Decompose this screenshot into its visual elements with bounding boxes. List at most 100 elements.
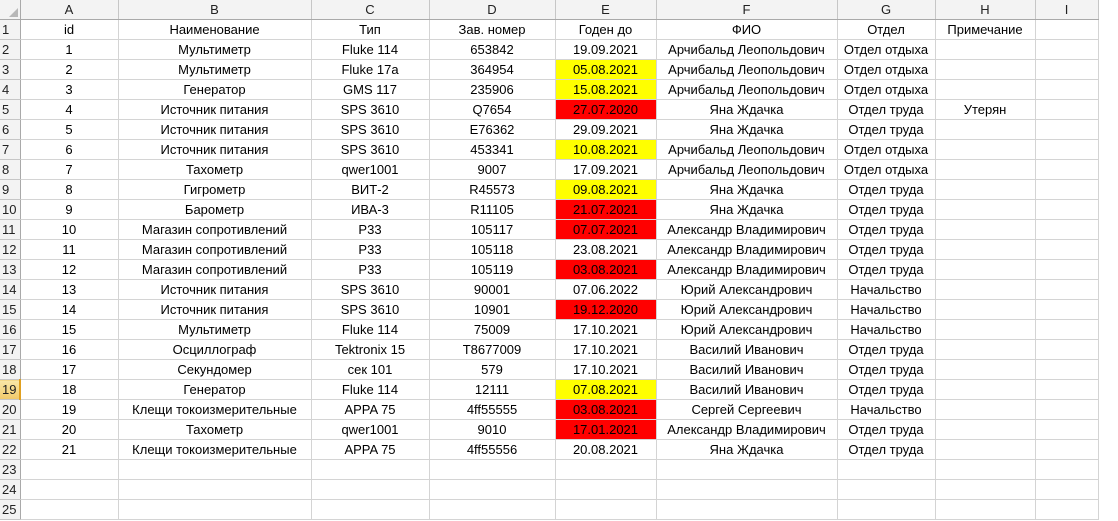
cell-name[interactable]: Магазин сопротивлений — [118, 219, 312, 240]
cell-note[interactable] — [935, 199, 1036, 220]
cell-serial[interactable]: 105119 — [429, 259, 556, 280]
column-header-a[interactable]: A — [20, 0, 119, 20]
column-header-c[interactable]: C — [311, 0, 430, 20]
cell-valid-until[interactable]: 17.10.2021 — [555, 359, 657, 380]
cell-i[interactable] — [1035, 239, 1099, 260]
cell-name[interactable]: Мультиметр — [118, 39, 312, 60]
cell-serial[interactable]: 9007 — [429, 159, 556, 180]
cell-valid-until-expired[interactable]: 07.07.2021 — [555, 219, 657, 240]
row-header[interactable]: 10 — [0, 199, 21, 220]
cell-name[interactable] — [118, 499, 312, 520]
cell-id[interactable]: 21 — [20, 439, 119, 460]
cell-type[interactable]: SPS 3610 — [311, 299, 430, 320]
cell-serial[interactable]: T8677009 — [429, 339, 556, 360]
cell-serial[interactable]: 12111 — [429, 379, 556, 400]
cell-note[interactable] — [935, 79, 1036, 100]
cell-dept[interactable]: Отдел труда — [837, 239, 936, 260]
cell-i[interactable] — [1035, 159, 1099, 180]
cell-dept[interactable]: Отдел труда — [837, 119, 936, 140]
cell-note[interactable] — [935, 439, 1036, 460]
cell-fio[interactable]: Яна Ждачка — [656, 439, 838, 460]
cell-id[interactable]: 11 — [20, 239, 119, 260]
cell-valid-until[interactable] — [555, 479, 657, 500]
cell-name[interactable]: Клещи токоизмерительные — [118, 439, 312, 460]
cell-fio[interactable]: Арчибальд Леопольдович — [656, 79, 838, 100]
cell-type[interactable] — [311, 459, 430, 480]
cell-name[interactable]: Источник питания — [118, 139, 312, 160]
cell-id[interactable]: 16 — [20, 339, 119, 360]
column-header-i[interactable]: I — [1035, 0, 1099, 20]
select-all-button[interactable] — [0, 0, 21, 20]
cell-note[interactable] — [935, 479, 1036, 500]
row-header[interactable]: 14 — [0, 279, 21, 300]
cell-dept[interactable]: Отдел труда — [837, 439, 936, 460]
cell-serial[interactable] — [429, 479, 556, 500]
cell-valid-until-soon[interactable]: 09.08.2021 — [555, 179, 657, 200]
cell-i[interactable] — [1035, 79, 1099, 100]
cell-type[interactable]: Fluke 114 — [311, 319, 430, 340]
cell-note[interactable] — [935, 299, 1036, 320]
row-header[interactable]: 3 — [0, 59, 21, 80]
cell-type[interactable]: Fluke 114 — [311, 379, 430, 400]
cell-i[interactable] — [1035, 399, 1099, 420]
cell-note[interactable] — [935, 319, 1036, 340]
cell-serial[interactable] — [429, 499, 556, 520]
cell-header-id[interactable]: id — [20, 19, 119, 40]
cell-name[interactable]: Секундомер — [118, 359, 312, 380]
cell-dept[interactable]: Начальство — [837, 319, 936, 340]
cell-fio[interactable]: Арчибальд Леопольдович — [656, 139, 838, 160]
cell-note[interactable] — [935, 219, 1036, 240]
cell-id[interactable]: 15 — [20, 319, 119, 340]
cell-note[interactable]: Утерян — [935, 99, 1036, 120]
cell-dept[interactable]: Отдел труда — [837, 259, 936, 280]
cell-i[interactable] — [1035, 259, 1099, 280]
cell-type[interactable]: qwer1001 — [311, 419, 430, 440]
cell-serial[interactable]: 75009 — [429, 319, 556, 340]
cell-valid-until-expired[interactable]: 17.01.2021 — [555, 419, 657, 440]
cell-name[interactable]: Магазин сопротивлений — [118, 239, 312, 260]
cell-name[interactable]: Источник питания — [118, 279, 312, 300]
cell-valid-until[interactable]: 19.09.2021 — [555, 39, 657, 60]
cell-fio[interactable]: Александр Владимирович — [656, 419, 838, 440]
cell-type[interactable] — [311, 499, 430, 520]
cell-valid-until[interactable]: 17.10.2021 — [555, 319, 657, 340]
row-header[interactable]: 24 — [0, 479, 21, 500]
column-header-f[interactable]: F — [656, 0, 838, 20]
cell-fio[interactable]: Василий Иванович — [656, 379, 838, 400]
cell-dept[interactable]: Отдел труда — [837, 179, 936, 200]
cell-dept[interactable]: Начальство — [837, 399, 936, 420]
row-header[interactable]: 15 — [0, 299, 21, 320]
cell-serial[interactable]: 105117 — [429, 219, 556, 240]
cell-name[interactable]: Источник питания — [118, 99, 312, 120]
row-header[interactable]: 7 — [0, 139, 21, 160]
cell-type[interactable]: ВИТ-2 — [311, 179, 430, 200]
cell-serial[interactable]: 4ff55556 — [429, 439, 556, 460]
cell-i[interactable] — [1035, 119, 1099, 140]
cell-dept[interactable] — [837, 499, 936, 520]
cell-serial[interactable]: Q7654 — [429, 99, 556, 120]
cell-note[interactable] — [935, 339, 1036, 360]
cell-id[interactable]: 1 — [20, 39, 119, 60]
cell-type[interactable]: Fluke 17a — [311, 59, 430, 80]
row-header[interactable]: 20 — [0, 399, 21, 420]
row-header[interactable]: 11 — [0, 219, 21, 240]
cell-dept[interactable] — [837, 459, 936, 480]
cell-valid-until-expired[interactable]: 03.08.2021 — [555, 259, 657, 280]
cell-fio[interactable]: Арчибальд Леопольдович — [656, 59, 838, 80]
cell-name[interactable]: Источник питания — [118, 299, 312, 320]
cell-note[interactable] — [935, 179, 1036, 200]
cell-valid-until[interactable]: 17.10.2021 — [555, 339, 657, 360]
cell-note[interactable] — [935, 139, 1036, 160]
cell-header-serial[interactable]: Зав. номер — [429, 19, 556, 40]
cell-type[interactable]: Fluke 114 — [311, 39, 430, 60]
cell-valid-until[interactable]: 29.09.2021 — [555, 119, 657, 140]
cell-id[interactable]: 19 — [20, 399, 119, 420]
cell-valid-until[interactable]: 07.06.2022 — [555, 279, 657, 300]
row-header[interactable]: 1 — [0, 19, 21, 40]
cell-note[interactable] — [935, 399, 1036, 420]
cell-header-note[interactable]: Примечание — [935, 19, 1036, 40]
cell-name[interactable] — [118, 459, 312, 480]
cell-fio[interactable]: Василий Иванович — [656, 339, 838, 360]
cell-id[interactable]: 14 — [20, 299, 119, 320]
cell-fio[interactable] — [656, 499, 838, 520]
